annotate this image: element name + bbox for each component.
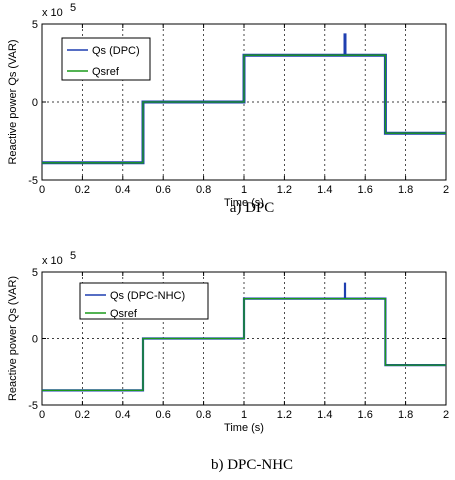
x-tick-label: 1.6: [358, 184, 373, 196]
y-exponent-power: 5: [70, 2, 76, 14]
legend-box: [61, 37, 151, 81]
series-line-2: [42, 297, 446, 392]
x-tick-label: 1.2: [277, 184, 292, 196]
x-tick-label: 1: [241, 409, 247, 421]
x-tick-label: 0.8: [196, 409, 211, 421]
y-tick-label: -5: [28, 400, 38, 412]
x-axis-label: Time (s): [224, 197, 264, 209]
x-tick-label: 0.6: [156, 409, 171, 421]
x-tick-label: 0.8: [196, 184, 211, 196]
legend-entry-1: Qs (DPC-NHC): [110, 290, 185, 302]
x-tick-label: 0.2: [75, 184, 90, 196]
legend-entry-1: Qs (DPC): [92, 45, 140, 57]
chart-caption: a) DPC: [230, 200, 275, 216]
y-tick-label: 5: [32, 267, 38, 279]
x-tick-label: 1.4: [317, 409, 332, 421]
y-tick-label: 0: [32, 97, 38, 109]
x-tick-label: 1.8: [398, 184, 413, 196]
y-tick-label: -5: [28, 175, 38, 187]
legend-entry-2: Qsref: [92, 66, 120, 78]
x-tick-label: 1.6: [358, 409, 373, 421]
y-tick-label: 5: [32, 19, 38, 31]
x-tick-label: 2: [443, 184, 449, 196]
x-tick-label: 0.2: [75, 409, 90, 421]
legend: Qs (DPC-NHC) Qsref: [79, 282, 209, 320]
x-axis-label: Time (s): [224, 422, 264, 434]
x-tick-label: 1.4: [317, 184, 332, 196]
x-tick-label: 0.4: [115, 409, 130, 421]
x-tick-label: 1.2: [277, 409, 292, 421]
x-tick-label: 0.6: [156, 184, 171, 196]
x-tick-label: 1.8: [398, 409, 413, 421]
y-axis-label: Reactive power Qs (VAR): [7, 276, 19, 401]
y-axis-label: Reactive power Qs (VAR): [7, 39, 19, 164]
legend-entry-2: Qsref: [110, 308, 138, 320]
legend: Qs (DPC) Qsref: [61, 37, 151, 81]
series-line-2: [42, 54, 446, 164]
y-tick-label: 0: [32, 334, 38, 346]
y-exponent-power: 5: [70, 250, 76, 262]
x-tick-label: 0: [39, 184, 45, 196]
y-exponent-label: x 10: [42, 7, 63, 19]
y-exponent-label: x 10: [42, 255, 63, 267]
chart-caption: b) DPC-NHC: [211, 457, 293, 473]
x-tick-label: 2: [443, 409, 449, 421]
x-tick-label: 1: [241, 184, 247, 196]
x-tick-label: 0.4: [115, 184, 130, 196]
x-tick-label: 0: [39, 409, 45, 421]
